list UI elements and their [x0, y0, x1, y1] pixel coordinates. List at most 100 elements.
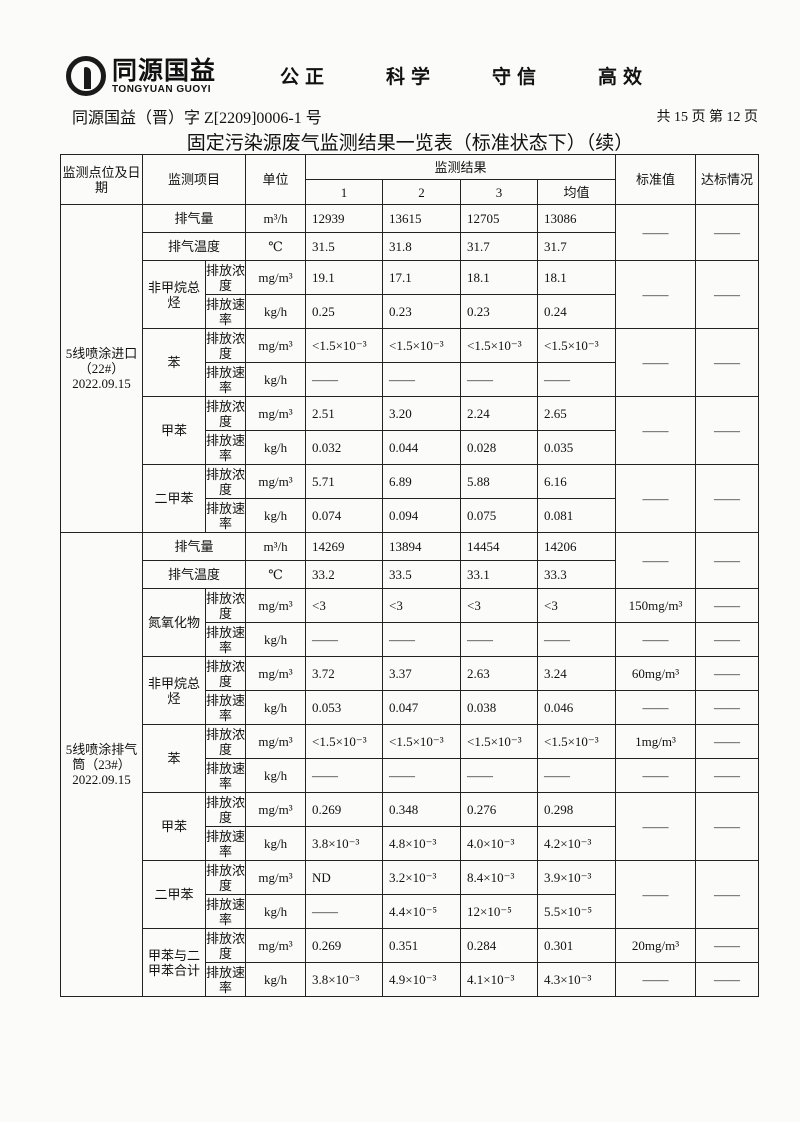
header-standard: 标准值 — [615, 154, 697, 205]
unit: mg/m³ — [245, 860, 307, 895]
slogan: 公正 — [280, 66, 331, 88]
result-value: 3.8×10⁻³ — [305, 962, 384, 997]
result-value: 13086 — [537, 204, 617, 233]
result-value: 3.37 — [382, 656, 462, 691]
monitoring-item: 苯 — [142, 328, 206, 397]
header-result-col: 1 — [305, 179, 384, 205]
header-unit: 单位 — [245, 154, 307, 205]
result-value: 4.1×10⁻³ — [460, 962, 539, 997]
result-value: 0.24 — [537, 294, 617, 329]
result-value: 31.5 — [305, 232, 384, 261]
unit: kg/h — [245, 294, 307, 329]
company-logo: 同源国益 TONGYUAN GUOYI — [66, 56, 216, 96]
result-value: 0.094 — [382, 498, 462, 533]
result-value: 2.65 — [537, 396, 617, 431]
result-value: <3 — [460, 588, 539, 623]
unit: kg/h — [245, 622, 307, 657]
unit: ℃ — [245, 232, 307, 261]
result-value: 0.044 — [382, 430, 462, 465]
item-subtype: 排放速率 — [204, 498, 247, 533]
header-compliance: 达标情况 — [695, 154, 760, 205]
table-row: 二甲苯 排放浓度 mg/m³ ND 3.2×10⁻³ 8.4×10⁻³ 3.9×10⁻³ ——… — [61, 860, 760, 929]
result-value: —— — [382, 758, 462, 793]
table-row: 排放速率 kg/h —— —— —— —— —— —— — [61, 758, 760, 793]
header-result-col: 2 — [382, 179, 462, 205]
table-row: 排放速率 kg/h —— —— —— —— — [61, 362, 759, 397]
standard-value: —— — [615, 962, 697, 997]
table-row: 排放速率 kg/h —— 4.4×10⁻⁵ 12×10⁻⁵ 5.5×10⁻⁵ — [61, 894, 759, 929]
result-value: —— — [460, 622, 539, 657]
table-row: 5线喷涂进口（22#）2022.09.15 排气量 m³/h 12939 13615 12… — [60, 204, 760, 533]
item-subtype: 排放浓度 — [204, 792, 247, 827]
results-table: 监测点位及日期 监测项目 单位 监测结果 标准值 达标情况 1 2 3 均值 5线喷涂进口（22#）… — [60, 154, 760, 997]
result-value: 8.4×10⁻³ — [460, 860, 539, 895]
result-value: 0.269 — [305, 928, 384, 963]
standard-value: —— — [615, 204, 697, 261]
result-value: 4.8×10⁻³ — [382, 826, 462, 861]
table-row: 排放速率 kg/h 0.032 0.044 0.028 0.035 — [61, 430, 759, 465]
compliance-status: —— — [695, 396, 760, 465]
result-value: 2.51 — [305, 396, 384, 431]
logo-mark-icon — [66, 56, 106, 96]
monitoring-item: 二甲苯 — [142, 464, 206, 533]
result-value: —— — [460, 362, 539, 397]
result-value: —— — [537, 758, 617, 793]
result-value: 14454 — [460, 532, 539, 561]
unit: mg/m³ — [245, 396, 307, 431]
unit: kg/h — [245, 758, 307, 793]
result-value: 4.9×10⁻³ — [382, 962, 462, 997]
result-value: 5.71 — [305, 464, 384, 499]
result-value: 6.89 — [382, 464, 462, 499]
unit: mg/m³ — [245, 588, 307, 623]
item-subtype: 排放浓度 — [204, 464, 247, 499]
result-value: 0.269 — [305, 792, 384, 827]
result-value: 5.5×10⁻⁵ — [537, 894, 617, 929]
result-value: 4.4×10⁻⁵ — [382, 894, 462, 929]
result-value: 0.038 — [460, 690, 539, 725]
standard-value: —— — [615, 792, 697, 861]
result-value: 6.16 — [537, 464, 617, 499]
result-value: 3.8×10⁻³ — [305, 826, 384, 861]
result-value: —— — [305, 622, 384, 657]
result-value: 33.5 — [382, 560, 462, 589]
item-subtype: 排放浓度 — [204, 928, 247, 963]
document-number: 同源国益（晋）字 Z[2209]0006-1 号 — [72, 110, 322, 127]
result-value: 18.1 — [537, 260, 617, 295]
standard-value: —— — [615, 622, 697, 657]
result-value: 4.3×10⁻³ — [537, 962, 617, 997]
result-value: —— — [537, 622, 617, 657]
result-value: 0.23 — [382, 294, 462, 329]
standard-value: —— — [615, 758, 697, 793]
compliance-status: —— — [695, 204, 760, 261]
unit: ℃ — [245, 560, 307, 589]
compliance-status: —— — [695, 690, 760, 725]
result-value: 31.7 — [537, 232, 617, 261]
monitoring-item: 二甲苯 — [142, 860, 206, 929]
item-subtype: 排放浓度 — [204, 860, 247, 895]
item-subtype: 排放速率 — [204, 362, 247, 397]
compliance-status: —— — [695, 962, 760, 997]
result-value: —— — [460, 758, 539, 793]
unit: kg/h — [245, 430, 307, 465]
item-subtype: 排放速率 — [204, 894, 247, 929]
standard-value: —— — [615, 690, 697, 725]
compliance-status: —— — [695, 656, 760, 691]
monitoring-item: 排气温度 — [141, 232, 247, 261]
result-value: 2.63 — [460, 656, 539, 691]
unit: kg/h — [245, 498, 307, 533]
result-value: 12×10⁻⁵ — [460, 894, 539, 929]
item-subtype: 排放速率 — [204, 622, 247, 657]
compliance-status: —— — [695, 724, 760, 759]
result-value: —— — [305, 362, 384, 397]
result-value: 33.3 — [537, 560, 617, 589]
item-subtype: 排放浓度 — [204, 656, 247, 691]
monitoring-item: 甲苯 — [142, 792, 206, 861]
item-subtype: 排放浓度 — [204, 260, 247, 295]
result-value: ND — [305, 860, 384, 895]
table-row: 苯排放浓度 mg/m³ <1.5×10⁻³ <1.5×10⁻³ <1.5×10⁻³ <1.… — [61, 328, 760, 397]
monitoring-item: 甲苯 — [142, 396, 206, 465]
header-result-col: 3 — [460, 179, 539, 205]
slogan: 守信 — [492, 66, 543, 88]
result-value: 0.298 — [537, 792, 617, 827]
result-value: 14269 — [305, 532, 384, 561]
